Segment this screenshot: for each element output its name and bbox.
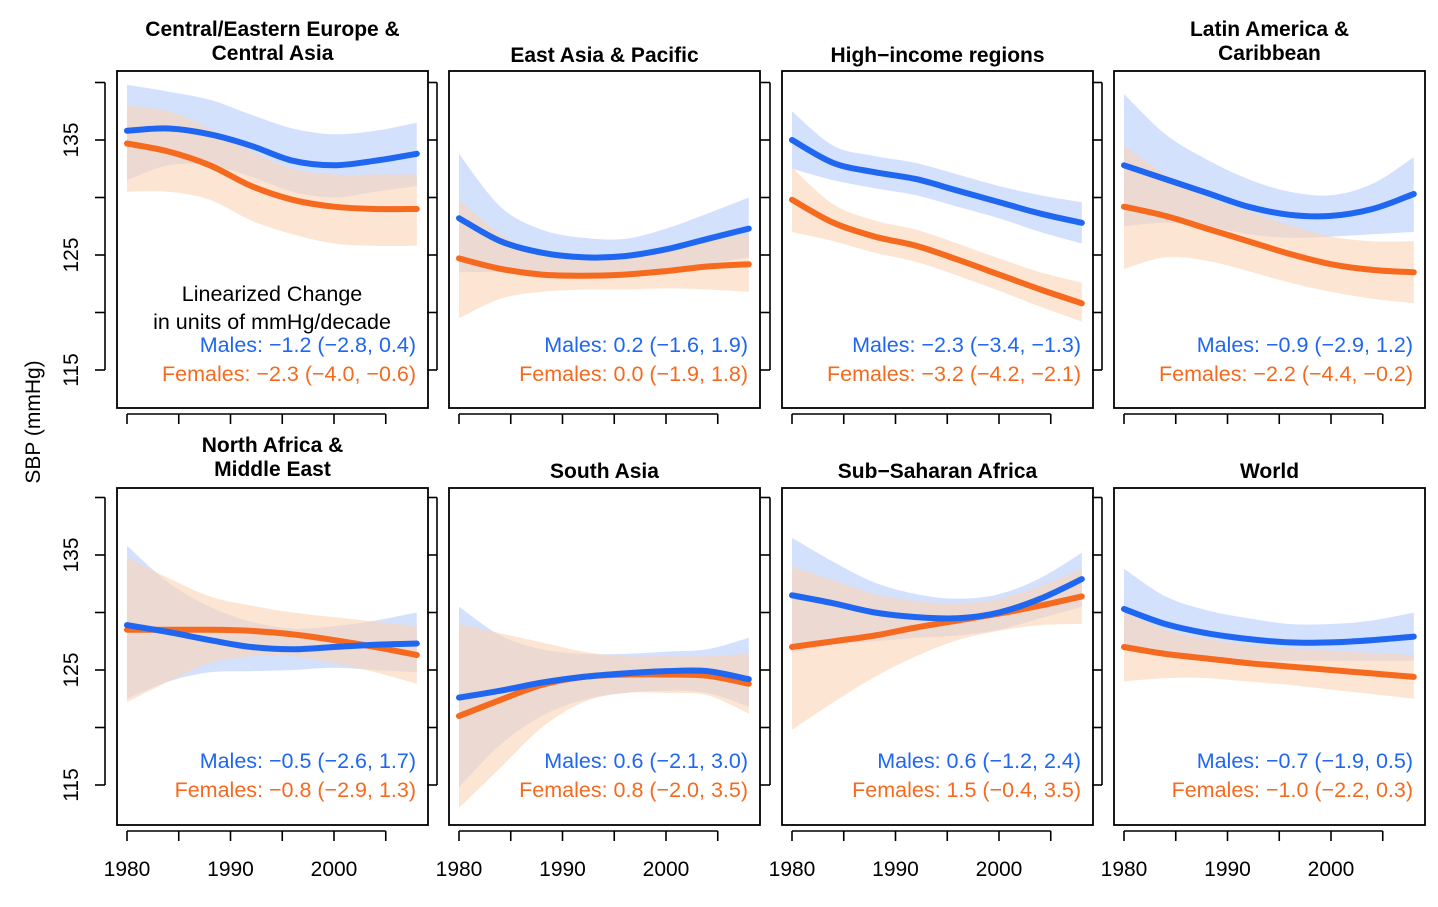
- females-change-annotation: Females: −3.2 (−4.2, −2.1): [827, 362, 1081, 386]
- plot-area: [789, 537, 1085, 730]
- panel-title: Latin America &: [1190, 18, 1349, 41]
- panel-title: World: [1240, 460, 1299, 483]
- panel-title: High−income regions: [830, 44, 1044, 67]
- x-tick-label: 2000: [1308, 858, 1355, 881]
- panel-title: East Asia & Pacific: [510, 44, 699, 67]
- panel-title: Central Asia: [212, 42, 334, 65]
- y-tick-label: 115: [60, 353, 83, 386]
- panel-frame: [448, 70, 761, 409]
- panel-2: East Asia & Pacific Males: 0.2 (−1.6, 1.9…: [427, 44, 761, 424]
- plot-area: [456, 606, 752, 808]
- plot-area: [1121, 94, 1417, 304]
- males-change-annotation: Males: 0.6 (−1.2, 2.4): [877, 749, 1081, 773]
- males-trend-line: [124, 125, 420, 169]
- panel-frame: [116, 487, 429, 826]
- females-trend-line: [456, 255, 752, 279]
- females-trend-line: [789, 196, 1085, 307]
- y-tick-label: 135: [60, 537, 83, 572]
- females-change-annotation: Females: 0.8 (−2.0, 3.5): [519, 778, 748, 802]
- males-change-annotation: Males: 0.2 (−1.6, 1.9): [544, 333, 748, 357]
- x-tick-label: 1980: [769, 858, 816, 881]
- females-trend-line: [1121, 644, 1417, 680]
- panel-frame: [781, 487, 1094, 826]
- panel-title: Middle East: [214, 458, 331, 481]
- x-tick-label: 1990: [207, 858, 254, 881]
- females-change-annotation: Females: −1.0 (−2.2, 0.3): [1172, 778, 1413, 802]
- y-tick-label: 115: [60, 768, 83, 801]
- males-trend-line: [789, 576, 1085, 622]
- females-change-annotation: Females: −2.3 (−4.0, −0.6): [162, 362, 416, 386]
- females-confidence-band: [792, 167, 1082, 322]
- males-trend-line: [1121, 606, 1417, 646]
- males-trend-line: [456, 667, 752, 701]
- panel-title: South Asia: [550, 460, 659, 483]
- panel-frame: [116, 70, 429, 409]
- panel-title: North Africa &: [202, 434, 344, 457]
- plot-area: [456, 153, 752, 319]
- panel-frame: [1113, 70, 1426, 409]
- linearized-change-note: in units of mmHg/decade: [153, 310, 391, 334]
- females-change-annotation: Females: −2.2 (−4.4, −0.2): [1159, 362, 1413, 386]
- x-tick-label: 1980: [436, 858, 483, 881]
- plot-area: [124, 545, 420, 703]
- plot-area: [124, 84, 420, 246]
- x-tick-label: 2000: [643, 858, 690, 881]
- males-change-annotation: Males: −1.2 (−2.8, 0.4): [200, 333, 416, 357]
- females-change-annotation: Females: 0.0 (−1.9, 1.8): [519, 362, 748, 386]
- y-tick-label: 135: [60, 122, 83, 157]
- males-trend-line: [789, 137, 1085, 226]
- x-tick-label: 1980: [1101, 858, 1148, 881]
- panel-7: Sub−Saharan Africa 1980 1990 2000 Males: 0.6…: [760, 460, 1094, 881]
- y-tick-label: 125: [60, 237, 83, 272]
- panel-frame: [781, 70, 1094, 409]
- males-change-annotation: Males: 0.6 (−2.1, 3.0): [544, 749, 748, 773]
- panel-title: Sub−Saharan Africa: [838, 460, 1038, 483]
- panel-1: Central/Eastern Europe &Central Asia 115 1…: [60, 18, 429, 424]
- x-tick-label: 1990: [1204, 858, 1251, 881]
- males-change-annotation: Males: −0.9 (−2.9, 1.2): [1197, 333, 1413, 357]
- males-confidence-band: [792, 111, 1082, 244]
- females-trend-line: [1121, 203, 1417, 276]
- females-confidence-band: [127, 105, 417, 246]
- panel-8: World 1980 1990 2000 Males: −0.7 (−1.9, 0.5)…: [1092, 460, 1426, 881]
- panel-5: North Africa &Middle East 1980 1990 2000 115…: [60, 434, 429, 881]
- females-confidence-band: [459, 199, 749, 319]
- y-axis-label: SBP (mmHg): [22, 360, 45, 483]
- females-trend-line: [789, 593, 1085, 650]
- panel-3: High−income regions Males: −2.3 (−3.4, −1…: [760, 44, 1094, 424]
- panel-4: Latin America &Caribbean Males: −0.9 (−2.…: [1092, 18, 1426, 424]
- plot-area: [789, 111, 1085, 322]
- panel-6: South Asia 1980 1990 2000 Males: 0.6 (−2.1, …: [427, 460, 761, 881]
- males-confidence-band: [127, 84, 417, 198]
- x-tick-label: 2000: [976, 858, 1023, 881]
- females-confidence-band: [1124, 612, 1414, 699]
- panel-frame: [1113, 487, 1426, 826]
- males-trend-line: [1121, 162, 1417, 220]
- females-change-annotation: Females: 1.5 (−0.4, 3.5): [852, 778, 1081, 802]
- males-trend-line: [456, 215, 752, 261]
- males-change-annotation: Males: −2.3 (−3.4, −1.3): [852, 333, 1081, 357]
- males-change-annotation: Males: −0.7 (−1.9, 0.5): [1197, 749, 1413, 773]
- linearized-change-note: Linearized Change: [182, 282, 363, 306]
- x-tick-label: 1990: [539, 858, 586, 881]
- x-tick-label: 2000: [311, 858, 358, 881]
- panel-title: Central/Eastern Europe &: [145, 18, 399, 41]
- plot-area: [1121, 568, 1417, 699]
- panel-frame: [448, 487, 761, 826]
- males-change-annotation: Males: −0.5 (−2.6, 1.7): [200, 749, 416, 773]
- females-confidence-band: [792, 566, 1082, 730]
- x-tick-label: 1980: [104, 858, 151, 881]
- panel-title: Caribbean: [1218, 42, 1321, 65]
- y-tick-label: 125: [60, 652, 83, 687]
- females-trend-line: [124, 140, 420, 213]
- x-tick-label: 1990: [872, 858, 919, 881]
- males-trend-line: [124, 622, 420, 653]
- females-change-annotation: Females: −0.8 (−2.9, 1.3): [175, 778, 416, 802]
